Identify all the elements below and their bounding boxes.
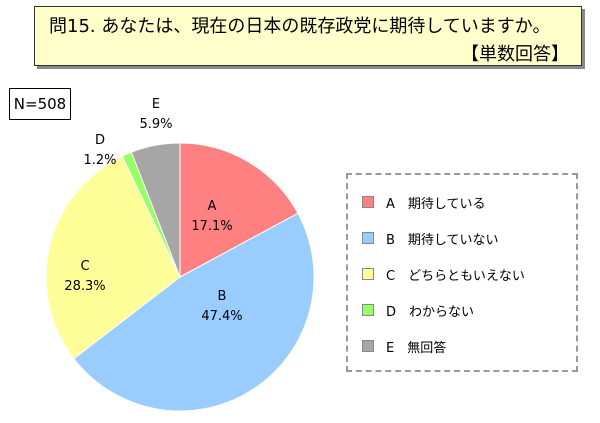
legend-swatch-c [362,268,374,280]
slice-letter-d: D [95,133,105,148]
slice-letter-a: A [208,199,217,214]
pie-slice-c [45,155,181,360]
question-box: 問15. あなたは、現在の日本の既存政党に期待していますか。 【単数回答】 [34,6,582,66]
legend-label-b: B 期待していない [386,232,499,248]
legend-swatch-e [362,340,374,352]
slice-percent-c: 28.3% [64,279,105,294]
sample-size-label: N=508 [9,88,71,120]
legend-item-a: A 期待している [362,192,486,212]
slice-letter-b: B [218,289,227,304]
legend-label-d: D わからない [386,304,475,320]
legend-item-b: B 期待していない [362,228,499,248]
chart-legend: A 期待している B 期待していない C どちらともいえない D わからない E… [346,173,578,372]
slice-percent-d: 1.2% [83,153,116,168]
legend-label-a: A 期待している [386,196,486,212]
pie-slice-e [130,142,181,278]
legend-swatch-a [362,196,374,208]
pie-slice-b [73,212,315,412]
question-text: 問15. あなたは、現在の日本の既存政党に期待していますか。 [49,16,551,37]
slice-percent-a: 17.1% [191,219,232,234]
legend-label-c: C どちらともいえない [386,268,525,284]
slice-percent-b: 47.4% [201,309,242,324]
legend-item-d: D わからない [362,300,474,320]
slice-percent-e: 5.9% [139,117,172,132]
answer-type-label: 【単数回答】 [461,44,569,65]
legend-swatch-d [362,304,374,316]
slice-letter-e: E [152,97,160,112]
legend-swatch-b [362,232,374,244]
legend-item-c: C どちらともいえない [362,264,525,284]
slice-letter-c: C [80,259,89,274]
legend-label-e: E 無回答 [386,340,447,356]
pie-slice-a [179,142,299,278]
legend-item-e: E 無回答 [362,336,446,356]
